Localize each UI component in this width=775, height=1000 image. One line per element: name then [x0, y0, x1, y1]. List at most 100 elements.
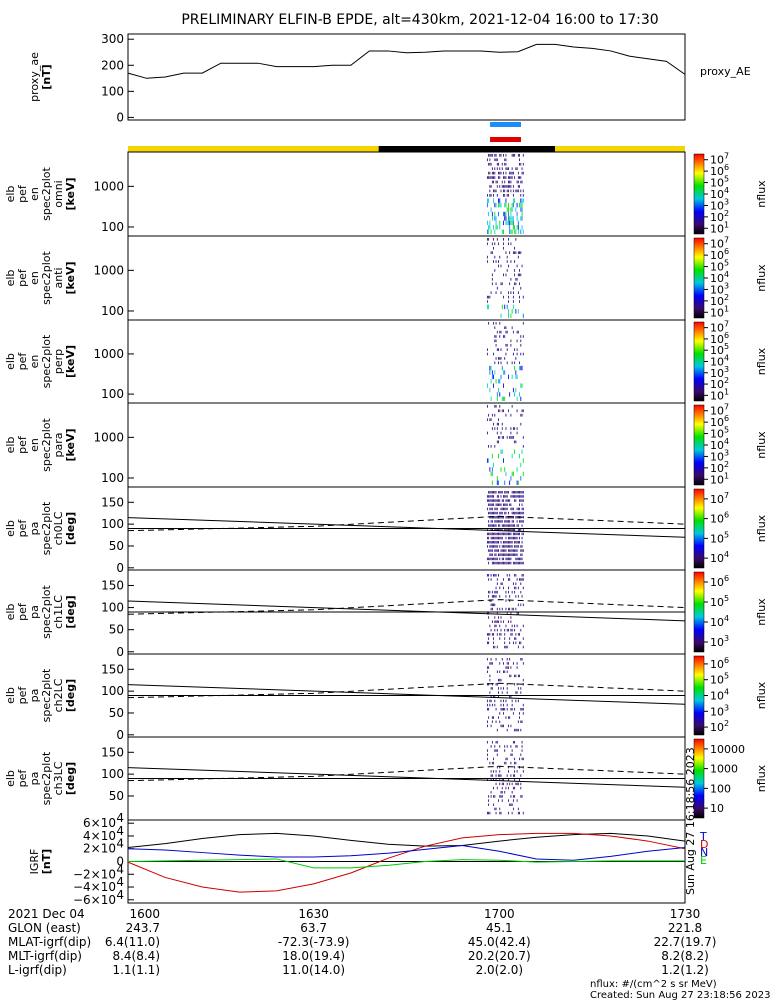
ch1LC-pixel	[522, 578, 524, 581]
ch0LC-pixel	[519, 528, 521, 531]
ch1LC-pixel	[500, 616, 502, 619]
perp-pixel	[493, 322, 495, 325]
ch0LC-pixel	[504, 528, 506, 531]
ch1LC-pixel	[495, 624, 497, 628]
igrf-ytick-exponent: 4	[116, 811, 124, 825]
ch2LC-pixel	[506, 662, 508, 665]
anti-pixel	[517, 309, 519, 314]
ch0LC-pixel	[506, 507, 508, 511]
perp-pixel	[499, 335, 501, 338]
footer-row-label: 2021 Dec 04	[8, 907, 85, 921]
ch0LC-pixel	[498, 499, 499, 502]
ch1LC-pixel	[511, 628, 513, 632]
exponent: 1	[724, 304, 729, 313]
ch3LC-pixel	[506, 782, 508, 786]
omni-pixel	[489, 154, 491, 157]
ch0LC-pixel	[503, 524, 504, 527]
ch2LC-pixel	[501, 658, 503, 661]
ch0LC-pixel	[500, 520, 502, 523]
ch0LC-pixel	[517, 545, 519, 548]
ch0LC-pixel	[516, 520, 518, 523]
omni-pixel	[489, 220, 491, 226]
perp-pixel	[496, 392, 498, 397]
ch2LC-pixel	[515, 728, 517, 732]
ch2LC-pixel	[488, 708, 490, 711]
ch0LC-pixel	[493, 536, 495, 540]
ch1LC-pixel	[507, 620, 509, 623]
omni-pixel	[496, 185, 498, 188]
ch3LC-pixel	[517, 782, 519, 786]
ch2LC-pixel	[521, 658, 523, 661]
ch0LC-pixel	[516, 495, 518, 498]
omni-pixel	[519, 158, 521, 162]
page-title: PRELIMINARY ELFIN-B EPDE, alt=430km, 202…	[181, 12, 658, 28]
para-pixel	[510, 431, 512, 435]
ch1LC-pixel	[488, 595, 490, 598]
ch0LC-pixel	[506, 491, 508, 494]
ch0LC-ytick-label: 150	[101, 495, 124, 509]
ch3LC-pixel	[493, 761, 495, 765]
ch0LC-pixel	[486, 541, 488, 544]
exponent: 7	[724, 491, 729, 500]
anti-pixel	[493, 238, 495, 241]
ch3LC-pixel	[491, 774, 493, 777]
perp-pixel	[511, 326, 513, 330]
ch3LC-pixel	[499, 774, 501, 777]
para-pixel	[496, 476, 498, 481]
ch3LC-pixel	[499, 795, 501, 798]
ch0LC-pixel	[501, 536, 503, 540]
omni-pixel	[520, 202, 522, 208]
ch0LC-losscone-line	[127, 517, 686, 538]
ch0LC-pixel	[514, 549, 516, 552]
ch3LC-pixel	[521, 741, 523, 744]
exponent: 3	[724, 703, 729, 712]
anti-colorbar	[693, 237, 705, 319]
ch0LC-pixel	[522, 532, 524, 536]
igrf-legend-T: T	[699, 830, 707, 843]
anti-pixel	[506, 260, 508, 263]
ch0LC-pixel	[490, 503, 492, 506]
ch0LC-pixel	[495, 503, 497, 506]
ch0LC-pixel	[489, 499, 491, 502]
perp-pixel	[503, 335, 504, 338]
omni-pixel	[505, 176, 507, 179]
omni-pixel	[511, 229, 513, 234]
ch1LC-pixel	[504, 641, 506, 645]
perp-pixel	[499, 322, 501, 325]
perp-pixel	[495, 379, 497, 384]
igrf-ytick-exponent: 4	[116, 824, 124, 838]
ch1LC-pixel	[491, 590, 493, 594]
para-pixel	[522, 471, 524, 477]
igrf-legend-N: N	[700, 846, 708, 859]
exponent: 7	[724, 403, 729, 412]
ch3LC-pixel	[511, 811, 513, 815]
ch1LC-pixel	[488, 574, 490, 577]
ch0LC-pixel	[520, 545, 522, 548]
footer-row-label: GLON (east)	[8, 921, 81, 935]
ch0LC-pixel	[495, 499, 497, 502]
omni-pixel	[498, 198, 499, 203]
ch0LC-ytick-label: 100	[101, 517, 124, 531]
ch2LC-pixel	[503, 670, 504, 673]
ch2LC-pixel	[496, 683, 498, 686]
ch3LC-pixel	[494, 807, 496, 811]
para-pixel	[515, 440, 517, 444]
ch3LC-ylabel-line: pa	[28, 772, 41, 786]
omni-pixel	[503, 171, 504, 175]
perp-ytick-label: 100	[101, 387, 124, 401]
para-pixel	[517, 480, 519, 485]
para-pixel	[503, 436, 504, 439]
ch1LC-pixel	[509, 578, 511, 581]
ch0LC-pixel	[505, 561, 507, 565]
ch0LC-pixel	[507, 549, 509, 552]
ch3LC-pixel	[515, 782, 517, 786]
ch3LC-pixel	[490, 791, 492, 794]
ch1LC-pixel	[493, 645, 495, 649]
day-segment	[128, 146, 379, 152]
ch1LC-pixel	[519, 578, 521, 581]
ch3LC-pixel	[514, 778, 516, 781]
ch0LC-pixel	[496, 499, 498, 502]
ch3LC-pixel	[495, 811, 497, 815]
ch2LC-pixel	[515, 674, 517, 678]
